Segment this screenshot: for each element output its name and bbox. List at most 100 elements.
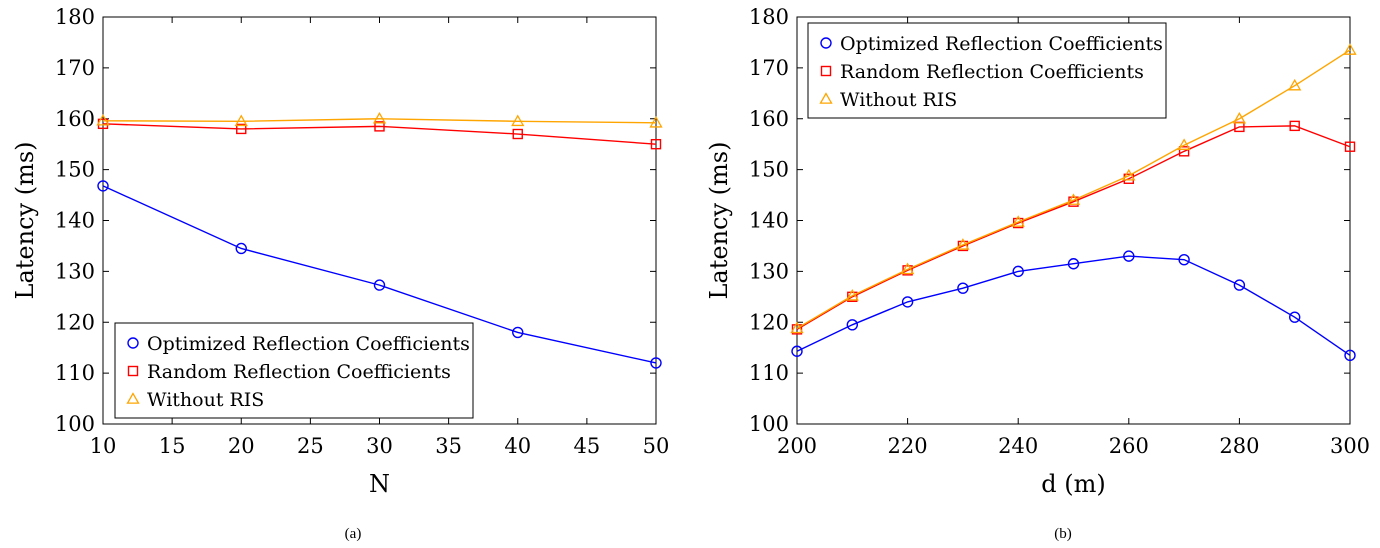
data-point [847,291,858,303]
y-tick-label: 120 [749,310,789,334]
legend-marker [820,65,832,77]
data-point [956,238,970,250]
data-point [236,123,247,135]
y-tick-label: 120 [55,310,95,334]
data-point [1012,265,1024,278]
data-point [373,279,386,291]
data-point [846,319,858,331]
legend-entry: Random Reflection Coefficients [147,361,451,383]
data-point [1178,146,1190,157]
series-line [796,255,1351,356]
x-axis-label: N [369,470,390,498]
x-axis-label: d (m) [1041,470,1105,498]
series-square [97,118,662,150]
x-tick-label: 30 [366,434,393,458]
data-point [234,114,248,127]
x-tick-label: 240 [998,434,1038,458]
x-tick-label: 260 [1109,434,1149,458]
legend-entry: Without RIS [147,389,264,411]
data-point [1289,120,1300,132]
data-point [372,111,387,124]
y-tick-label: 150 [55,158,95,182]
series-line [796,49,1351,329]
data-point [1344,349,1356,362]
y-tick-label: 160 [749,107,789,131]
x-tick-label: 280 [1219,434,1259,458]
data-point [791,324,803,335]
data-point [649,116,663,128]
x-tick-label: 50 [643,434,670,458]
y-tick-label: 100 [749,412,789,436]
data-point [96,113,110,126]
data-point [957,240,969,252]
legend-box [807,22,1167,119]
series-square [791,120,1356,335]
legend-entry: Without RIS [840,89,957,111]
data-point [511,114,525,127]
y-tick-label: 140 [749,209,789,233]
data-point [845,288,859,301]
y-tick-label: 110 [55,361,95,385]
data-point [235,242,247,255]
chart-panel-a: 10 15 20 25 30 35 40 45 50 100 110 120 130 140 150 160 1… [11,5,669,542]
data-point [957,282,969,294]
data-point [1177,138,1191,150]
data-point [1233,279,1246,291]
data-point [512,326,524,339]
legend-marker [820,37,832,49]
x-tick-label: 40 [504,434,531,458]
data-point [902,265,913,276]
legend: Optimized Reflection Coefficients Random … [114,322,474,419]
series-circle [791,250,1356,362]
y-tick-label: 160 [55,107,95,131]
data-point [1011,215,1025,227]
legend-marker [819,92,833,104]
series-triangle [790,43,1357,334]
y-tick-label: 100 [55,412,95,436]
data-point [650,357,662,369]
y-tick-label: 170 [55,56,95,80]
series-line [102,185,657,364]
data-point [901,296,914,308]
legend-marker [127,337,139,349]
data-point [1288,311,1301,323]
x-tick-label: 220 [888,434,928,458]
data-point [1343,43,1357,55]
data-point [97,180,109,192]
legend-entry: Optimized Reflection Coefficients [840,33,1163,55]
x-tick-label: 45 [574,434,601,458]
data-point [374,121,385,132]
x-tick-label: 15 [159,434,186,458]
y-tick-label: 150 [749,158,789,182]
y-tick-label: 110 [749,361,789,385]
x-tick-label: 200 [777,434,817,458]
data-point [1066,193,1081,205]
legend-marker [127,365,139,377]
data-point [1122,168,1136,181]
y-tick-label: 130 [55,259,95,283]
subfigure-caption: (b) [1054,526,1072,542]
data-point [900,262,915,275]
y-tick-label: 180 [749,5,789,29]
legend-entry: Random Reflection Coefficients [840,61,1144,83]
data-point [1013,217,1024,229]
series-triangle [96,111,663,128]
series-line [796,125,1351,330]
x-tick-label: 10 [90,434,117,458]
y-axis-label: Latency (ms) [11,142,39,300]
y-tick-label: 170 [749,56,789,80]
y-tick-label: 180 [55,5,95,29]
data-point [1178,253,1190,266]
data-point [791,345,803,357]
series-line [102,123,657,145]
subfigure-caption: (a) [345,526,362,542]
legend-marker [126,392,140,404]
data-point [1123,250,1135,262]
y-tick-label: 130 [749,259,789,283]
x-tick-label: 25 [297,434,324,458]
legend-entry: Optimized Reflection Coefficients [147,333,470,355]
x-tick-label: 20 [228,434,255,458]
data-point [650,138,662,150]
legend: Optimized Reflection Coefficients Random … [807,22,1167,119]
